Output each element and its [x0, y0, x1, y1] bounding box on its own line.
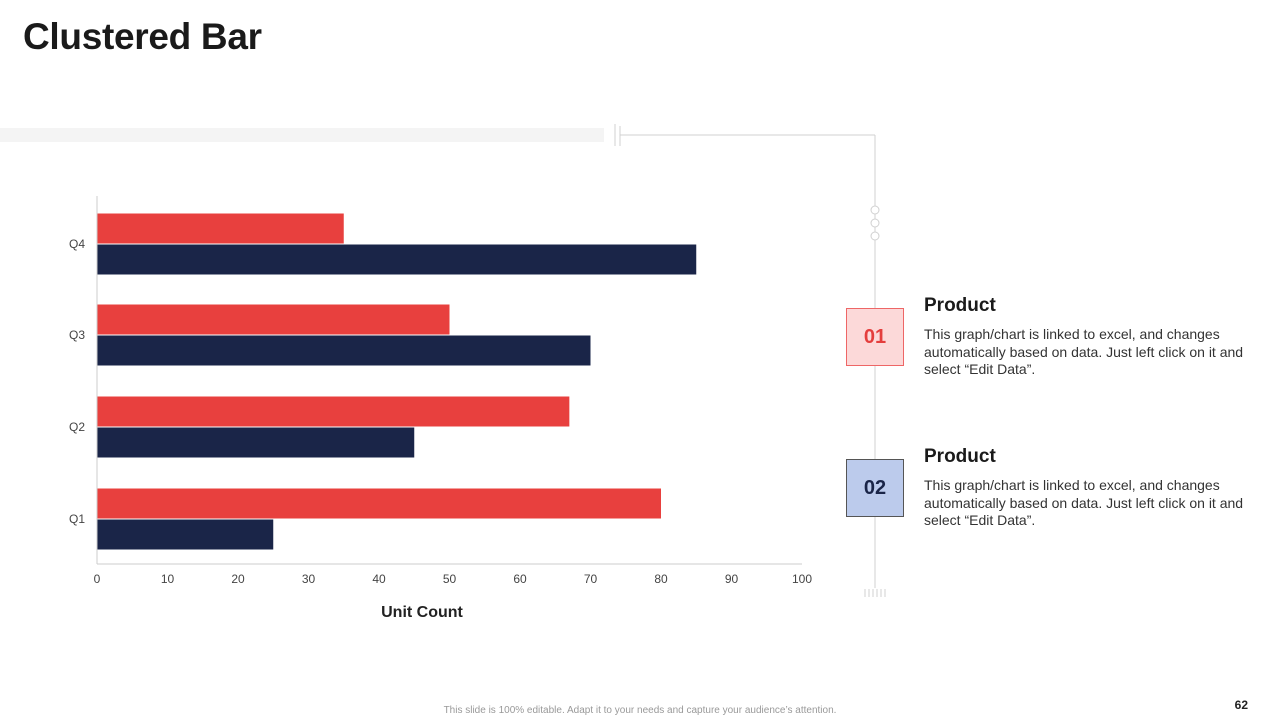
x-axis-title: Unit Count	[381, 604, 463, 621]
x-tick-label-100: 100	[792, 572, 812, 586]
y-tick-label-q2: Q2	[69, 420, 85, 434]
bar-q4-series-2	[97, 244, 697, 275]
timeline-dot-2	[870, 218, 880, 228]
bar-q2-series-2	[97, 427, 415, 458]
y-tick-label-q3: Q3	[69, 328, 85, 342]
x-tick-label-80: 80	[654, 572, 668, 586]
x-tick-label-60: 60	[513, 572, 527, 586]
chart-axes	[96, 196, 802, 565]
bar-q2-series-1	[97, 396, 570, 427]
bar-q1-series-1	[97, 488, 661, 519]
x-tick-label-40: 40	[372, 572, 386, 586]
y-tick-label-q1: Q1	[69, 512, 85, 526]
x-tick-label-30: 30	[302, 572, 316, 586]
card-2-title: Product	[924, 446, 996, 467]
top-decorative-strip	[0, 128, 604, 142]
footer-note: This slide is 100% editable. Adapt it to…	[443, 705, 837, 716]
chart-bars	[97, 213, 697, 550]
x-tick-label-90: 90	[725, 572, 739, 586]
callout-number-01: 01	[846, 308, 904, 366]
bar-q3-series-2	[97, 335, 591, 366]
x-tick-label-0: 0	[94, 572, 101, 586]
callout-number-02: 02	[846, 459, 904, 517]
slide-title: Clustered Bar	[23, 16, 262, 57]
timeline-dot-3	[870, 231, 880, 241]
card-2-text: This graph/chart is linked to excel, and…	[924, 477, 1244, 528]
timeline-decoration	[614, 124, 886, 597]
x-tick-label-10: 10	[161, 572, 175, 586]
x-tick-label-20: 20	[231, 572, 245, 586]
chart-labels: Q1 Q2 Q3 Q4 0 10 20 30 40 50 60 70 80 90 100 Unit Count	[69, 237, 812, 621]
card-1-text: This graph/chart is linked to excel, and…	[924, 326, 1244, 377]
timeline-dot-1	[870, 205, 880, 215]
bar-q3-series-1	[97, 304, 450, 335]
card-1-title: Product	[924, 295, 996, 316]
page-number: 62	[1234, 698, 1248, 712]
y-tick-label-q4: Q4	[69, 237, 85, 251]
bar-q4-series-1	[97, 213, 344, 244]
x-tick-label-50: 50	[443, 572, 457, 586]
x-tick-label-70: 70	[584, 572, 598, 586]
bar-q1-series-2	[97, 519, 274, 550]
